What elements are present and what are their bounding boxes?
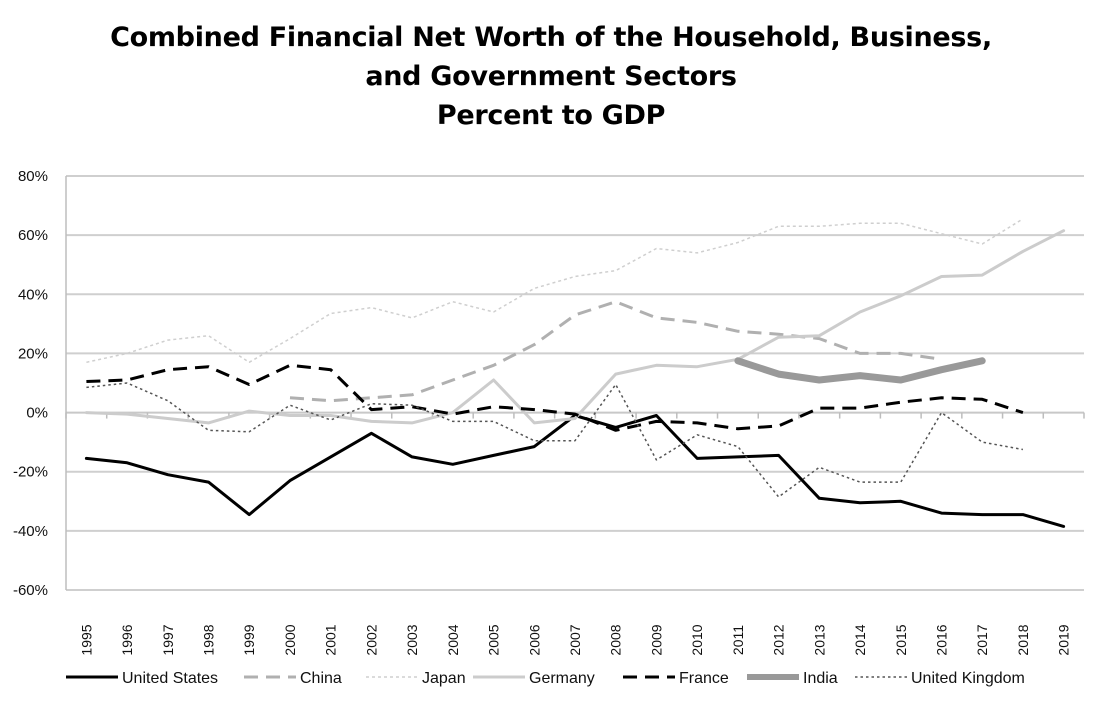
- y-tick-label: 20%: [18, 345, 48, 362]
- y-tick-label: 0%: [26, 405, 48, 422]
- x-tick-label: 1995: [78, 624, 94, 655]
- x-tick-label: 2007: [567, 624, 583, 655]
- axes: -60% -40% -20% 0% 20% 40% 60% 80% 1995 1996 1997 19…: [13, 168, 1085, 656]
- chart-title-line-1: Combined Financial Net Worth of the Hous…: [110, 22, 992, 53]
- legend-label-france: France: [679, 670, 729, 687]
- x-tick-label: 1997: [160, 624, 176, 655]
- chart-title: Combined Financial Net Worth of the Hous…: [0, 18, 1102, 135]
- series-lines: [84, 218, 1066, 528]
- y-tick-label: 60%: [18, 227, 48, 244]
- legend-label-india: India: [803, 670, 838, 687]
- y-tick-label: 80%: [18, 168, 48, 185]
- x-tick-label: 1999: [241, 624, 257, 655]
- legend-label-japan: Japan: [422, 670, 466, 687]
- series-line-united-kingdom: [86, 382, 1024, 498]
- legend-label-united-kingdom: United Kingdom: [911, 670, 1025, 687]
- series-line-india: [734, 357, 986, 384]
- y-tick-label: -60%: [13, 582, 48, 599]
- x-tick-label: 2004: [445, 624, 461, 655]
- x-tick-label: 2001: [323, 624, 339, 655]
- legend-label-united-states: United States: [122, 670, 218, 687]
- series-line-germany: [84, 229, 1066, 425]
- x-tick-label: 2016: [933, 624, 949, 655]
- legend-label-germany: Germany: [529, 670, 595, 687]
- series-line-japan: [86, 218, 1024, 364]
- x-tick-label: 2017: [974, 624, 990, 655]
- legend-label-china: China: [300, 670, 342, 687]
- x-tick-label: 2000: [282, 624, 298, 655]
- x-tick-label: 1998: [201, 624, 217, 655]
- x-tick-label: 2005: [486, 624, 502, 655]
- y-tick-label: -20%: [13, 464, 48, 481]
- series-line-france: [86, 363, 1024, 432]
- x-tick-label: 2015: [893, 624, 909, 655]
- gridlines: [66, 175, 1084, 591]
- x-tick-label: 2013: [811, 624, 827, 655]
- x-tick-label: 2010: [689, 624, 705, 655]
- series-line-china: [289, 300, 942, 403]
- y-tick-label: 40%: [18, 286, 48, 303]
- x-tick-label: 2014: [852, 624, 868, 655]
- x-tick-label: 2008: [608, 624, 624, 655]
- x-tick-label: 2006: [526, 624, 542, 655]
- x-tick-label: 2009: [648, 624, 664, 655]
- x-tick-label: 2003: [404, 624, 420, 655]
- x-tick-label: 2019: [1056, 624, 1072, 655]
- legend: United States China Japan Germany France Indi…: [66, 670, 1025, 687]
- y-tick-label: -40%: [13, 523, 48, 540]
- x-tick-label: 2012: [771, 624, 787, 655]
- x-tick-label: 2018: [1015, 624, 1031, 655]
- x-tick-label: 2011: [730, 625, 746, 655]
- x-tick-label: 1996: [119, 624, 135, 655]
- chart-title-line-3: Percent to GDP: [436, 100, 666, 131]
- x-tick-label: 2002: [363, 624, 379, 655]
- chart-title-line-2: and Government Sectors: [365, 61, 737, 92]
